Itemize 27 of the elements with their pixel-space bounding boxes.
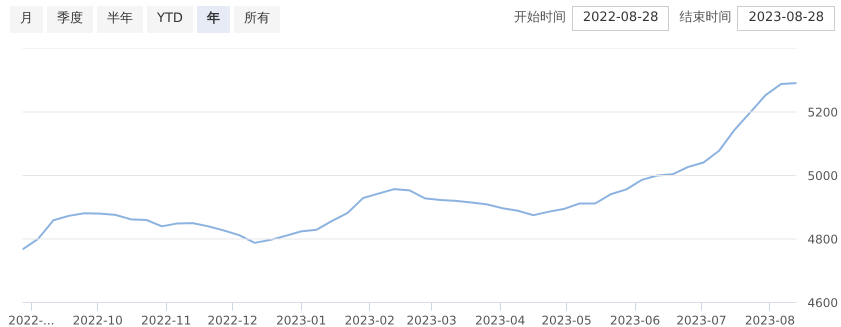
text: 所有 <box>234 6 280 33</box>
text: 月 <box>10 6 43 33</box>
x-tick-label: 2022-10 <box>72 314 123 327</box>
x-tick-label: 2023-06 <box>610 314 660 327</box>
text: 结束时间 <box>679 10 732 25</box>
x-tick-label: 2023-03 <box>406 314 457 327</box>
text: 2022-08-28 <box>572 6 670 31</box>
x-tick-label: 2022-... <box>8 314 54 327</box>
text: YTD <box>147 6 193 33</box>
text: 季度 <box>47 6 93 33</box>
text: 2023-08-28 <box>737 6 835 31</box>
text: 年 <box>196 6 230 33</box>
y-tick-label: 5200 <box>808 106 838 120</box>
y-tick-label: 5000 <box>808 169 838 183</box>
x-tick-label: 2023-07 <box>676 314 726 327</box>
x-tick-label: 2023-01 <box>276 314 326 327</box>
y-tick-label: 4800 <box>808 232 838 246</box>
y-tick-label: 4600 <box>808 296 838 310</box>
x-tick-label: 2023-02 <box>344 314 395 327</box>
x-tick-label: 2023-05 <box>541 314 592 327</box>
text: 开始时间 <box>514 10 566 25</box>
x-tick-label: 2022-11 <box>141 314 192 327</box>
x-tick-label: 2022-12 <box>208 314 258 327</box>
x-tick-label: 2023-08 <box>744 314 796 327</box>
text: 半年 <box>97 6 143 33</box>
x-tick-label: 2023-04 <box>475 314 526 327</box>
line-series <box>22 82 796 250</box>
